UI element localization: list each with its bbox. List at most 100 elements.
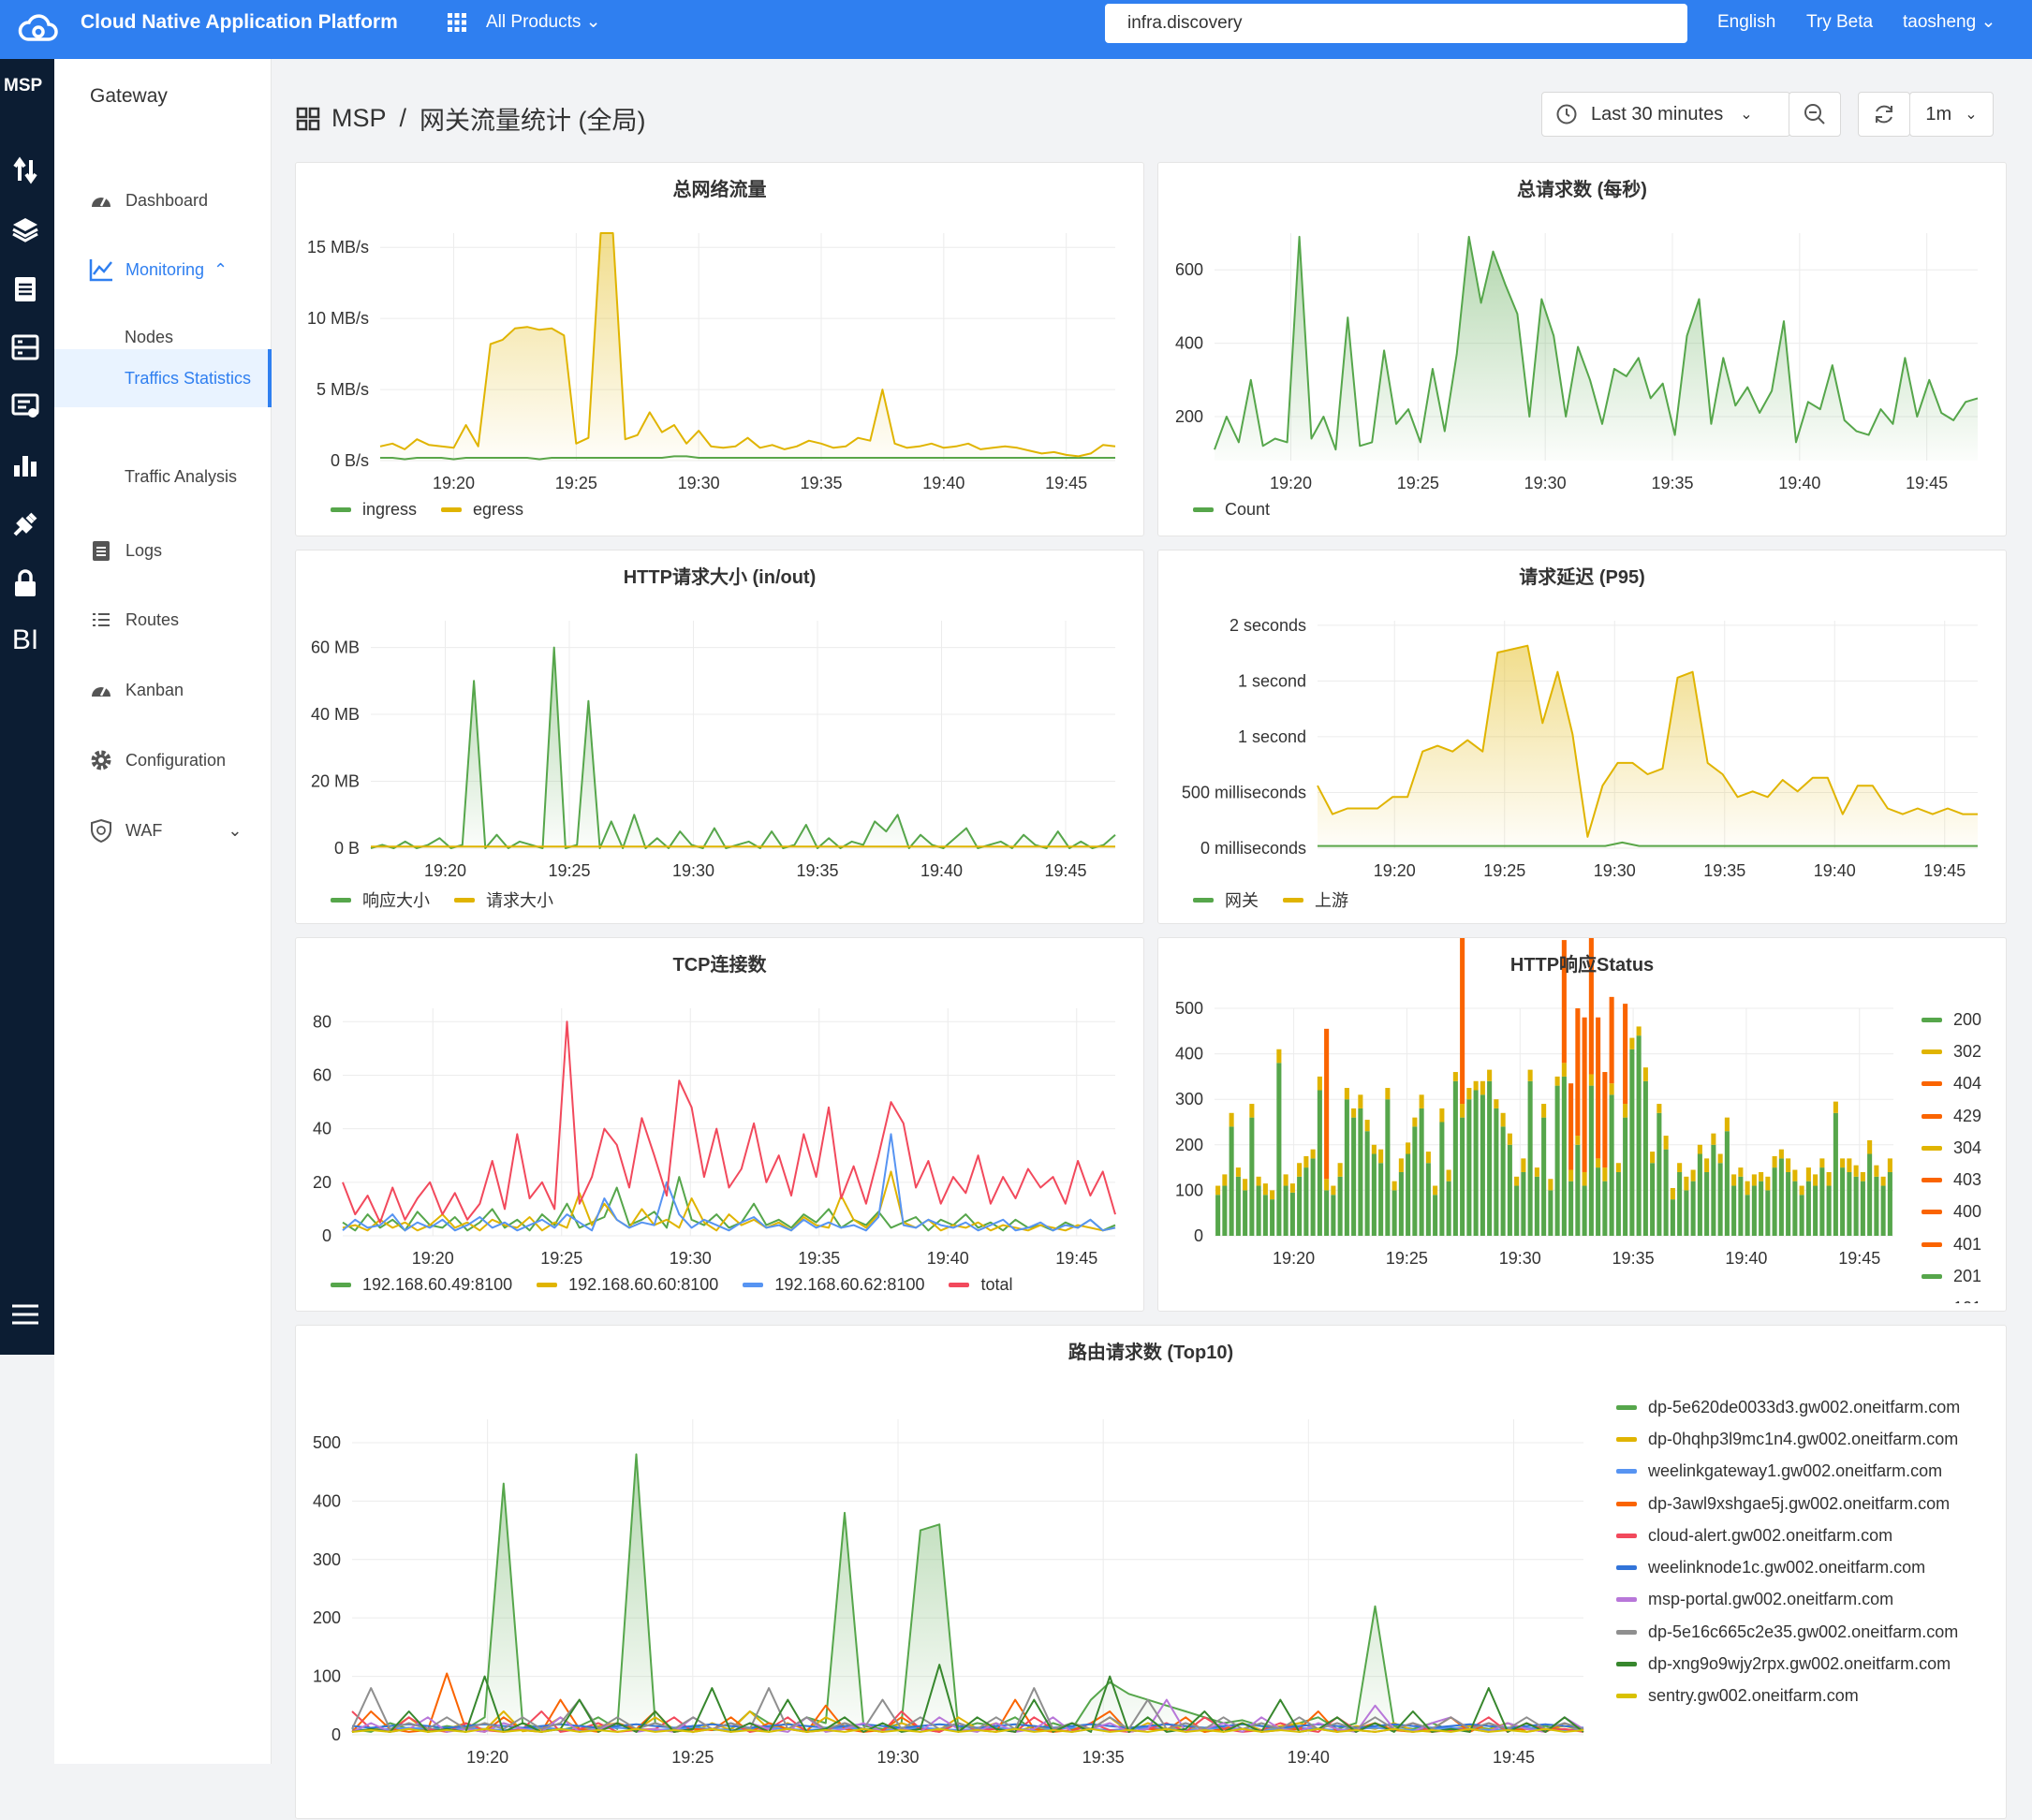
bar — [1602, 1167, 1608, 1182]
legend-item[interactable]: 302 — [1922, 1035, 1981, 1067]
sidebar-item-label: Traffic Analysis — [125, 466, 238, 486]
legend-item[interactable]: cloud-alert.gw002.oneitfarm.com — [1616, 1519, 1960, 1551]
apps-grid-icon[interactable] — [447, 12, 467, 33]
legend-item[interactable]: 192.168.60.62:8100 — [743, 1275, 924, 1295]
bar — [1480, 1080, 1485, 1095]
x-tick-label: 19:25 — [548, 861, 590, 880]
layers-icon[interactable] — [7, 212, 43, 247]
dashboard-grid-icon[interactable] — [296, 107, 320, 131]
legend-item[interactable]: dp-3awl9xshgae5j.gw002.oneitfarm.com — [1616, 1488, 1960, 1519]
breadcrumb-root[interactable]: MSP — [331, 104, 387, 132]
monitor-list-icon[interactable] — [7, 389, 43, 424]
lock-icon[interactable] — [7, 565, 43, 601]
legend-item[interactable]: ingress — [331, 500, 417, 520]
legend-item[interactable]: 304 — [1922, 1132, 1981, 1164]
bar — [1276, 1063, 1282, 1236]
sidebar-item-configuration[interactable]: Configuration — [54, 731, 272, 789]
bar — [1813, 1174, 1818, 1186]
y-tick-label: 400 — [1175, 1045, 1203, 1064]
bar — [1473, 1090, 1479, 1236]
bar-chart-icon[interactable] — [7, 448, 43, 483]
user-menu[interactable]: taosheng ⌄ — [1903, 11, 1995, 34]
legend-label: 请求大小 — [486, 891, 553, 910]
sidebar-item-monitoring[interactable]: Monitoring ⌃ — [54, 241, 272, 299]
legend-item[interactable]: 429 — [1922, 1100, 1981, 1132]
legend-label: 200 — [1953, 1009, 1982, 1029]
bar — [1541, 1104, 1547, 1118]
bar — [1833, 1112, 1838, 1236]
sidebar-item-dashboard[interactable]: Dashboard — [54, 171, 272, 229]
zoom-out-button[interactable] — [1789, 92, 1841, 137]
legend-item[interactable]: 192.168.60.49:8100 — [331, 1275, 512, 1295]
sidebar-item-waf[interactable]: WAF ⌄ — [54, 801, 272, 859]
traffic-arrows-icon[interactable] — [7, 153, 43, 188]
bar — [1860, 1181, 1865, 1236]
legend-item[interactable]: 200 — [1922, 1004, 1981, 1035]
legend-item[interactable]: dp-xng9o9wjy2rpx.gw002.oneitfarm.com — [1616, 1648, 1960, 1680]
refresh-interval-select[interactable]: 1m ⌄ — [1909, 92, 1994, 137]
legend-item[interactable]: 101 — [1922, 1293, 1981, 1303]
legend-item[interactable]: 400 — [1922, 1196, 1981, 1228]
legend-item[interactable]: dp-0hqhp3l9mc1n4.gw002.oneitfarm.com — [1616, 1423, 1960, 1455]
bar — [1222, 1185, 1228, 1236]
panel-route-requests: 0 100 200 300 400 500 19:20 19:25 19:30 19:35 19:4… — [295, 1325, 2007, 1819]
legend-item[interactable]: 401 — [1922, 1228, 1981, 1260]
panel-tcp-connections: 0 20 40 60 80 19:20 19:25 19:30 19:35 19:40 19:45 … — [295, 937, 1144, 1312]
time-range-picker[interactable]: Last 30 minutes ⌄ — [1541, 92, 1790, 137]
legend-item[interactable]: 网关 — [1193, 888, 1259, 912]
search-input[interactable]: infra.discovery — [1105, 4, 1687, 43]
legend-item[interactable]: 403 — [1922, 1164, 1981, 1196]
bar — [1534, 1176, 1539, 1236]
chart-legend: 响应大小 请求大小 — [331, 888, 578, 912]
sidebar-item-logs[interactable]: Logs — [54, 521, 272, 580]
legend-item[interactable]: 上游 — [1283, 888, 1348, 912]
sidebar-item-traffic-analysis[interactable]: Traffic Analysis — [54, 448, 272, 506]
legend-item[interactable]: total — [949, 1275, 1013, 1295]
y-tick-label: 300 — [313, 1550, 341, 1569]
sidebar-item-kanban[interactable]: Kanban — [54, 661, 272, 719]
legend-item[interactable]: Count — [1193, 500, 1270, 520]
bar — [1575, 1136, 1581, 1145]
bar — [1548, 1179, 1553, 1191]
legend-item[interactable]: 请求大小 — [454, 888, 553, 912]
bi-icon[interactable]: BI — [11, 624, 39, 655]
language-switch[interactable]: English — [1717, 12, 1776, 32]
refresh-button[interactable] — [1858, 92, 1910, 137]
try-beta-link[interactable]: Try Beta — [1806, 12, 1874, 32]
rail-brand[interactable]: MSP — [4, 76, 43, 95]
legend-item[interactable]: 404 — [1922, 1068, 1981, 1100]
cloud-logo-icon[interactable] — [17, 7, 60, 51]
legend-item[interactable]: dp-5e16c665c2e35.gw002.oneitfarm.com — [1616, 1616, 1960, 1648]
sidebar-item-routes[interactable]: Routes — [54, 591, 272, 649]
bar — [1833, 1101, 1838, 1113]
legend-label: egress — [473, 500, 524, 519]
legend-item[interactable]: msp-portal.gw002.oneitfarm.com — [1616, 1584, 1960, 1616]
sidebar-item-nodes[interactable]: Nodes — [54, 308, 272, 366]
legend-item[interactable]: weelinknode1c.gw002.oneitfarm.com — [1616, 1551, 1960, 1583]
clipboard-icon[interactable] — [7, 271, 43, 306]
legend-item[interactable]: 201 — [1922, 1260, 1981, 1292]
y-tick-label: 2 seconds — [1230, 616, 1306, 635]
time-range-label: Last 30 minutes — [1591, 103, 1724, 125]
series-line — [342, 1133, 1116, 1232]
app-title[interactable]: Cloud Native Application Platform — [81, 11, 398, 33]
legend-item[interactable]: dp-5e620de0033d3.gw002.oneitfarm.com — [1616, 1391, 1960, 1423]
server-icon[interactable] — [7, 330, 43, 365]
chart-legend: 200 302 404 429 304 403 400 401 201 101 — [1922, 1004, 1981, 1303]
legend-item[interactable]: egress — [441, 500, 523, 520]
list-icon — [88, 607, 114, 633]
legend-item[interactable]: weelinkgateway1.gw002.oneitfarm.com — [1616, 1456, 1960, 1488]
legend-item[interactable]: sentry.gw002.oneitfarm.com — [1616, 1681, 1960, 1712]
bar — [1262, 1183, 1268, 1196]
legend-item[interactable]: 192.168.60.60:8100 — [537, 1275, 718, 1295]
hamburger-menu-icon[interactable] — [7, 1297, 43, 1332]
bar — [1500, 1126, 1506, 1236]
plug-icon[interactable] — [7, 506, 43, 542]
bar — [1494, 1108, 1499, 1236]
chart-legend: Count — [1193, 500, 1294, 520]
bar — [1799, 1195, 1804, 1236]
bar — [1378, 1163, 1384, 1236]
all-products-menu[interactable]: All Products ⌄ — [486, 11, 601, 34]
sidebar-item-traffics-statistics[interactable]: Traffics Statistics — [54, 349, 272, 407]
legend-item[interactable]: 响应大小 — [331, 888, 430, 912]
